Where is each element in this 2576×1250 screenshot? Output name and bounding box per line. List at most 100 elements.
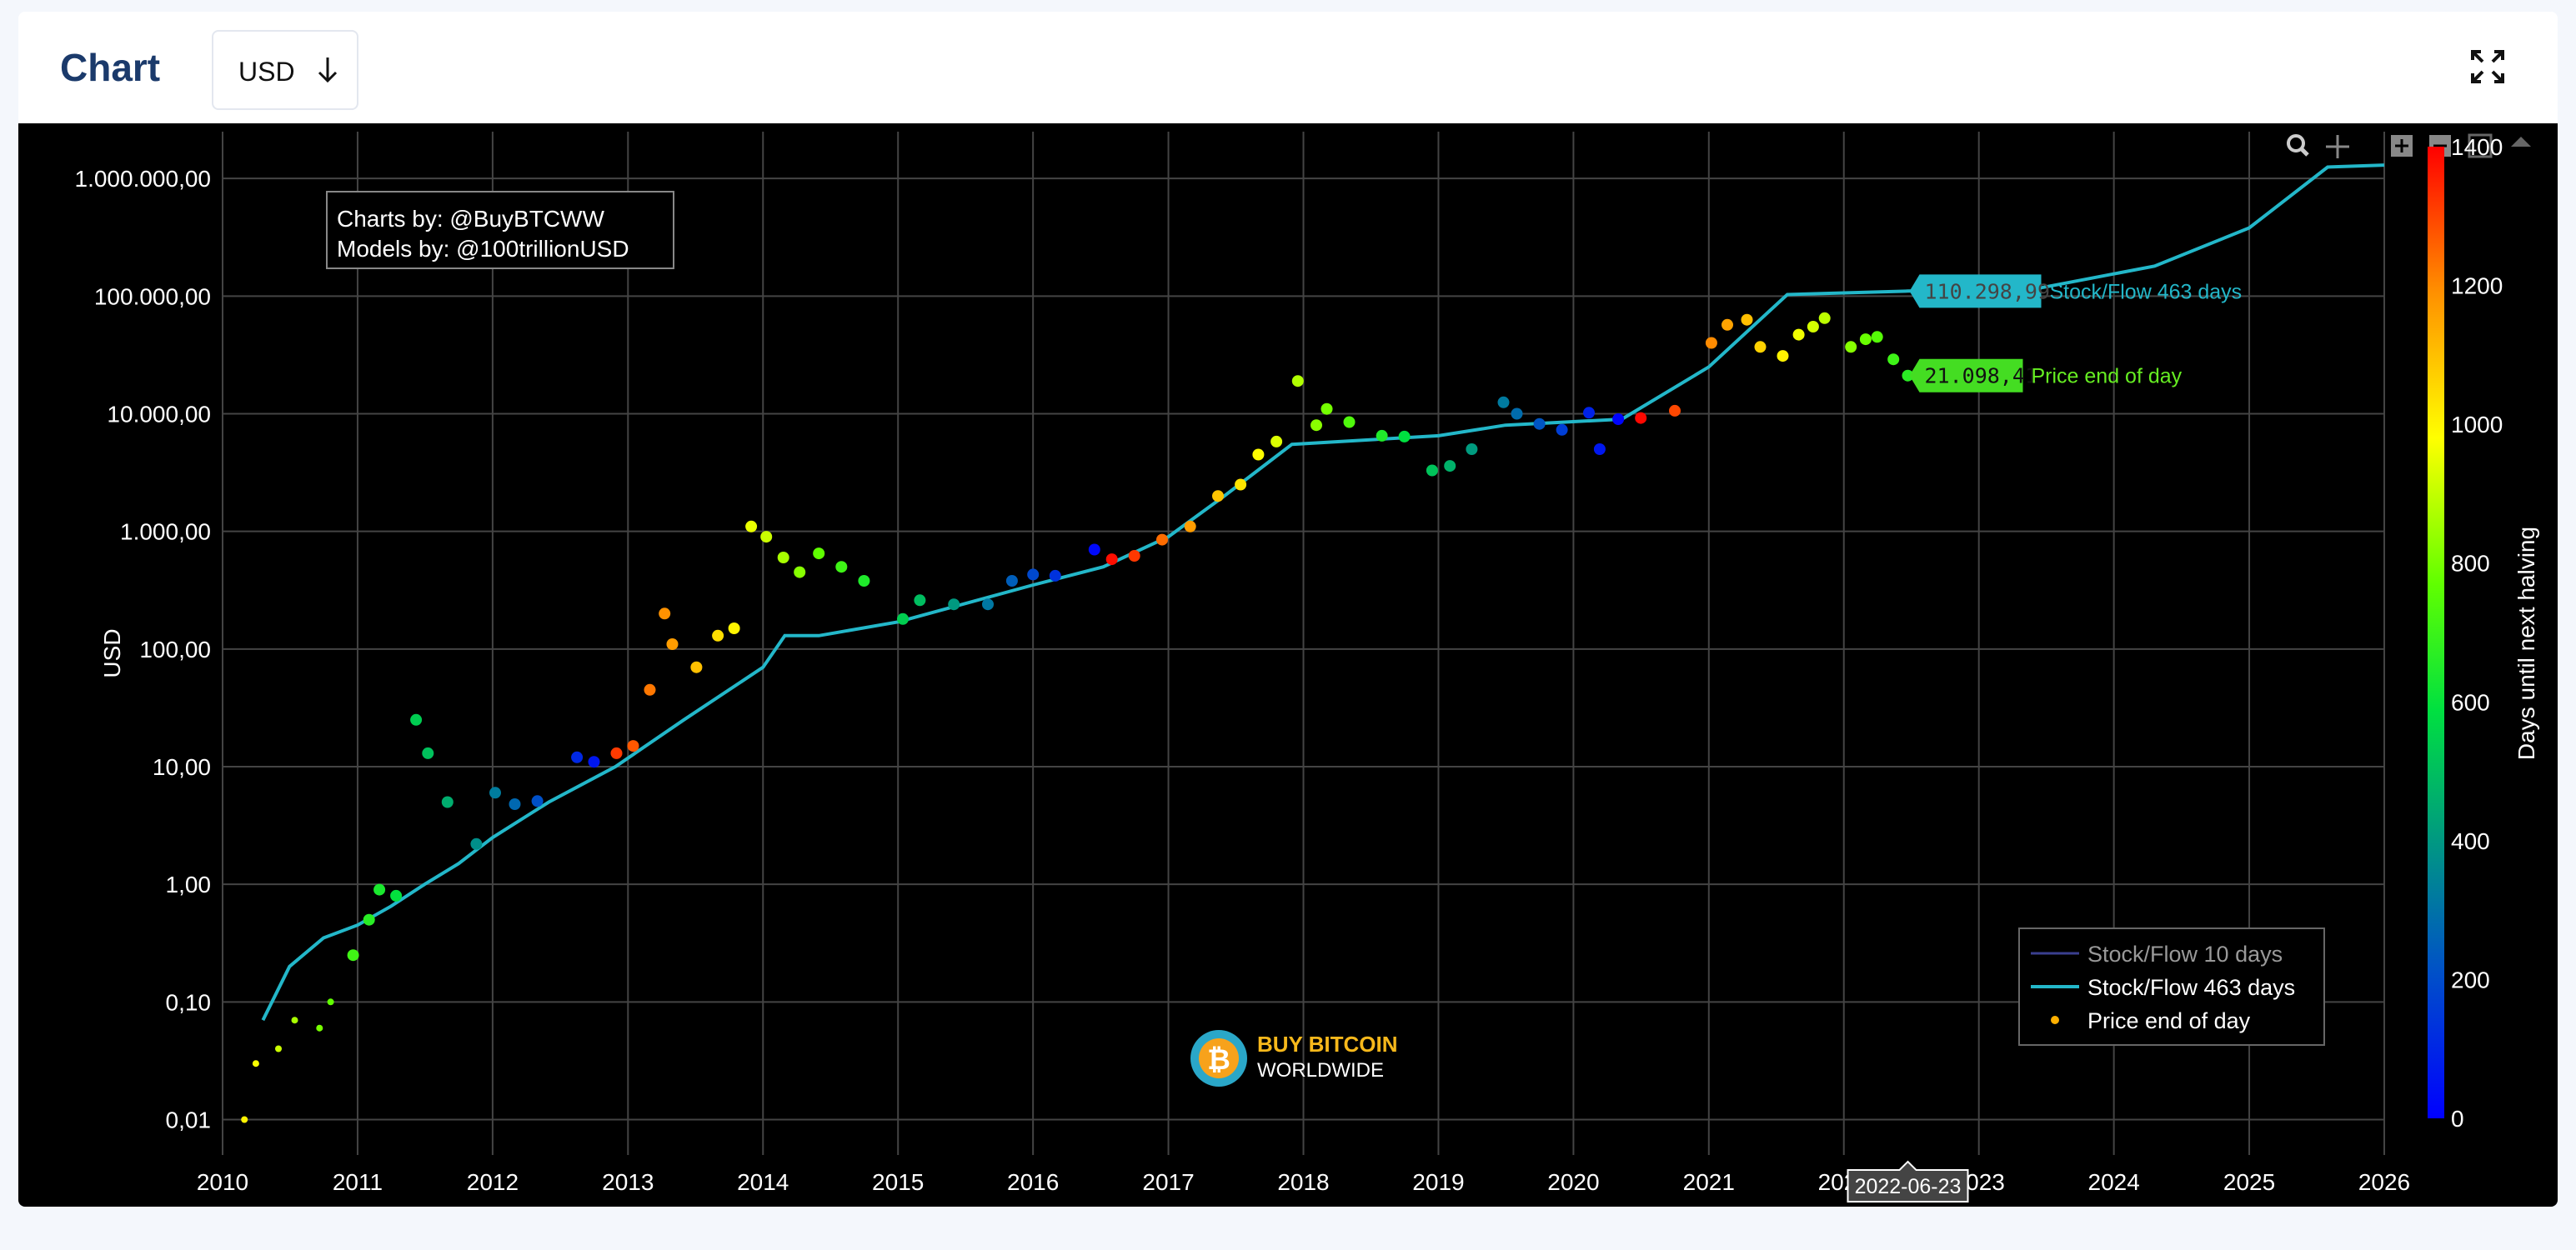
price-point [728, 622, 740, 634]
price-point [531, 795, 544, 808]
y-tick-label: 1.000,00 [120, 519, 211, 545]
price-point [1497, 396, 1510, 408]
price-point [1005, 575, 1018, 587]
price-point [1818, 312, 1831, 324]
x-tick-label: 2018 [1277, 1169, 1329, 1195]
legend-label-sf463: Stock/Flow 463 days [2087, 975, 2295, 1000]
price-point [1252, 448, 1265, 461]
price-point [410, 713, 423, 726]
price-point [327, 998, 334, 1006]
chart-card: Chart USD [18, 12, 2558, 1207]
y-tick-label: 100,00 [139, 637, 211, 662]
price-point [1722, 318, 1733, 331]
btc-chart[interactable]: 0,01 0,10 1,00 10,00 100,00 1.000,00 10.000,00… [18, 123, 2558, 1207]
price-point [1311, 419, 1322, 432]
price-point [1212, 490, 1224, 502]
price-point [644, 683, 656, 696]
y-tick-label: 0,10 [166, 989, 212, 1015]
buy-bitcoin-logo: ₿ BUY BITCOIN WORLDWIDE [1190, 1030, 1398, 1087]
price-point [1376, 429, 1388, 442]
zoom-in-icon[interactable] [2391, 135, 2413, 157]
x-tick-label: 2012 [467, 1169, 519, 1195]
y-tick-label: 100.000,00 [94, 283, 211, 309]
price-point [1845, 341, 1857, 353]
price-point [275, 1045, 282, 1052]
price-point [1088, 543, 1100, 556]
legend-label-price: Price end of day [2087, 1008, 2251, 1033]
logo-line-2: WORLDWIDE [1257, 1059, 1384, 1082]
y-tick-label: 0,01 [166, 1108, 212, 1133]
price-point [588, 756, 600, 768]
price-point [390, 889, 403, 902]
x-tick-label: 2025 [2223, 1169, 2275, 1195]
page-title: Chart [60, 46, 161, 89]
x-tick-label: 2015 [872, 1169, 924, 1195]
zoom-icon[interactable] [2287, 134, 2309, 157]
x-tick-label: 2014 [737, 1169, 789, 1195]
logo-line-1: BUY BITCOIN [1257, 1032, 1398, 1057]
price-point [1235, 478, 1247, 491]
hover-stockflow-name: Stock/Flow 463 days [2050, 280, 2243, 303]
price-point [316, 1024, 323, 1032]
x-tick-label: 2017 [1142, 1169, 1194, 1195]
price-point [690, 661, 703, 673]
colorbar-tick-label: 400 [2451, 828, 2490, 854]
price-point [1792, 328, 1805, 341]
x-tick-label: 2020 [1547, 1169, 1599, 1195]
x-tick-label: 2019 [1412, 1169, 1464, 1195]
price-point [1321, 402, 1333, 415]
x-tick-label: 2013 [602, 1169, 654, 1195]
x-tick-label: 2010 [197, 1169, 248, 1195]
chart-header: Chart USD [18, 12, 2558, 123]
x-tick-label: 2021 [1683, 1169, 1735, 1195]
x-tick-label: 2016 [1007, 1169, 1059, 1195]
price-point [659, 608, 671, 620]
legend-item-sf10[interactable]: Stock/Flow 10 days [2031, 942, 2283, 967]
price-point [1902, 369, 1914, 382]
hover-price-label: 21.098,41 Price end of day [1909, 358, 2183, 392]
hover-price-value: 21.098,41 [1925, 364, 2037, 388]
fullscreen-icon[interactable] [2469, 48, 2506, 85]
legend: Stock/Flow 10 days Stock/Flow 463 days P… [2018, 928, 2325, 1046]
price-point [291, 1017, 298, 1024]
price-point [835, 561, 848, 573]
x-tick-label: 2024 [2088, 1169, 2140, 1195]
x-tick-label: 2011 [333, 1169, 383, 1195]
legend-item-price[interactable]: Price end of day [2051, 1008, 2251, 1033]
price-point [1583, 407, 1595, 419]
plot-area[interactable]: 0,01 0,10 1,00 10,00 100,00 1.000,00 10.000,00… [18, 123, 2558, 1207]
colorbar-tick-label: 1400 [2451, 134, 2503, 160]
price-point [610, 747, 623, 759]
bitcoin-icon: ₿ [1207, 1044, 1230, 1076]
price-point [1398, 430, 1411, 442]
price-point [347, 949, 359, 962]
price-point [1556, 423, 1568, 436]
price-point [1871, 331, 1883, 343]
pan-icon[interactable] [2326, 135, 2349, 158]
colorbar-tick-label: 600 [2451, 689, 2490, 715]
y-tick-label: 10,00 [153, 754, 211, 780]
price-point [441, 796, 454, 808]
price-point [914, 594, 926, 607]
hover-labels: 110.298,99 Stock/Flow 463 days 21.098,41… [1847, 274, 2243, 1202]
price-point [1741, 313, 1753, 326]
price-point [1270, 435, 1283, 448]
price-point [1128, 550, 1140, 562]
home-icon[interactable] [2511, 137, 2531, 147]
autoscale-icon[interactable] [2468, 133, 2493, 158]
price-point [1444, 460, 1456, 472]
price-point [1426, 464, 1438, 477]
price-point [1343, 416, 1356, 428]
legend-item-sf463[interactable]: Stock/Flow 463 days [2031, 975, 2295, 1000]
hover-date-value: 2022-06-23 [1855, 1175, 1962, 1198]
price-point [1612, 413, 1625, 425]
hover-stockflow-label: 110.298,99 Stock/Flow 463 days [1909, 274, 2243, 308]
price-point [1777, 350, 1789, 362]
price-point [1669, 404, 1681, 417]
hover-date-label: 2022-06-23 [1847, 1160, 1969, 1202]
price-point [1511, 408, 1523, 420]
currency-select[interactable]: USD [212, 30, 358, 110]
series-line-stock-flow-463 [261, 163, 2385, 1022]
price-point [948, 598, 960, 611]
credits-line-1: Charts by: @BuyBTCWW [337, 206, 604, 232]
